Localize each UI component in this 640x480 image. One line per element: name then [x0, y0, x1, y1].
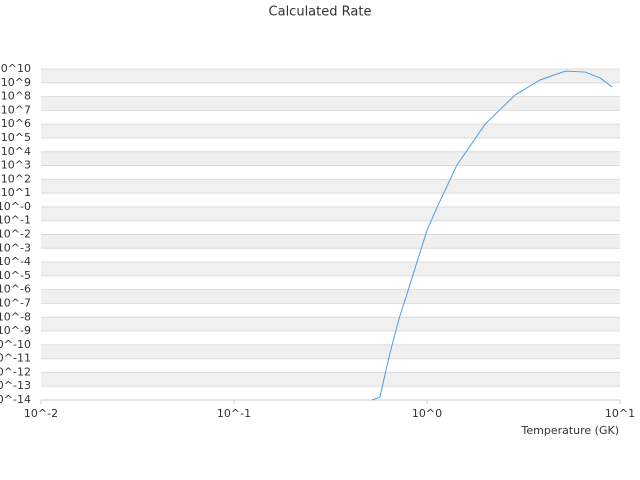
x-axis-label: Temperature (GK) — [521, 424, 620, 437]
x-tick-label: 10^-1 — [217, 407, 251, 420]
y-tick-label: 10^-0 — [0, 200, 31, 213]
y-tick-label: 10^6 — [1, 117, 31, 130]
y-tick-label: 10^-10 — [0, 338, 31, 351]
y-tick-label: 10^-9 — [0, 324, 31, 337]
y-tick-label: 10^3 — [1, 159, 31, 172]
y-tick-label: 10^8 — [1, 90, 31, 103]
y-tick-label: 10^10 — [0, 62, 31, 75]
y-tick-label: 10^5 — [1, 131, 31, 144]
y-tick-label: 10^1 — [1, 186, 31, 199]
x-tick-label: 10^0 — [412, 407, 442, 420]
y-tick-label: 10^2 — [1, 172, 31, 185]
grid-band — [41, 179, 620, 194]
y-tick-label: 10^-2 — [0, 228, 31, 241]
y-tick-label: 10^-12 — [0, 365, 31, 378]
y-tick-label: 10^-14 — [0, 393, 31, 406]
y-tick-label: 10^-4 — [0, 255, 31, 268]
grid-band — [41, 317, 620, 332]
grid-band — [41, 262, 620, 276]
y-tick-label: 10^7 — [1, 103, 31, 116]
grid-band — [41, 124, 620, 138]
grid-band — [41, 69, 620, 83]
rate-line — [372, 70, 613, 401]
chart-title: Calculated Rate — [269, 5, 372, 20]
y-tick-label: 10^-5 — [0, 269, 31, 282]
y-tick-label: 10^-7 — [0, 296, 31, 309]
grid-band — [41, 234, 620, 249]
grid-band — [41, 372, 620, 387]
y-tick-label: 10^-8 — [0, 310, 31, 323]
y-tick-label: 10^-6 — [0, 283, 31, 296]
x-tick-label: 10^-2 — [24, 407, 58, 420]
grid-band — [41, 344, 620, 359]
y-tick-label: 10^4 — [1, 145, 31, 158]
y-tick-label: 10^9 — [1, 76, 31, 89]
grid-band — [41, 151, 620, 166]
grid-band — [41, 96, 620, 111]
x-tick-label: 10^1 — [605, 407, 635, 420]
grid-band — [41, 289, 620, 304]
y-tick-label: 10^-13 — [0, 379, 31, 392]
y-tick-label: 10^-1 — [0, 214, 31, 227]
y-tick-label: 10^-3 — [0, 241, 31, 254]
grid-band — [41, 206, 620, 221]
y-tick-label: 10^-11 — [0, 352, 31, 365]
